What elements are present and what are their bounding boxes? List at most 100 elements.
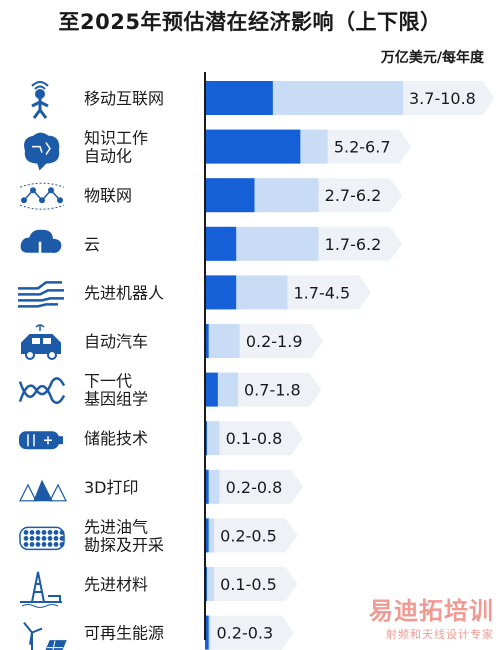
- pipe-icon-part: [23, 542, 29, 547]
- 3d-shapes-icon-part: [33, 479, 53, 502]
- bar-high: [205, 421, 220, 456]
- pipe-icon-part: [53, 530, 59, 535]
- bar-low: [205, 372, 218, 407]
- car-icon-part: [32, 338, 40, 344]
- pipe-icon-part: [59, 542, 65, 547]
- value-label: 0.1-0.5: [220, 575, 277, 594]
- value-label: 3.7-10.8: [409, 89, 476, 108]
- value-label: 1.7-6.2: [325, 235, 382, 254]
- brain-icon-part: [32, 142, 51, 156]
- pipe-icon-part: [47, 542, 53, 547]
- bar-low: [205, 275, 237, 310]
- mobile-person-icon-part: [31, 81, 49, 90]
- category-label: 可再生能源: [84, 624, 164, 643]
- value-label-bg: [210, 615, 294, 650]
- unit-label: 万亿美元/每年度: [380, 50, 484, 66]
- cloud-icon-part: [33, 241, 47, 262]
- bar-low: [205, 81, 273, 115]
- car-icon-part: [43, 338, 51, 344]
- category-label: 下一代基因组学: [84, 372, 148, 409]
- pipe-icon-part: [41, 536, 47, 541]
- category-label: 移动互联网: [84, 89, 164, 108]
- cloud-icon-part: [20, 229, 62, 253]
- value-label-bg: [318, 226, 403, 261]
- pipe-icon-part: [53, 542, 59, 547]
- pipe-icon-part: [35, 542, 41, 547]
- value-label: 0.1-0.8: [226, 429, 283, 448]
- value-label-bg: [214, 518, 298, 553]
- category-label: 3D打印: [84, 478, 139, 497]
- value-label: 0.2-0.5: [220, 526, 277, 545]
- category-label: 先进油气勘探及开采: [84, 517, 164, 554]
- category-label-line: 下一代: [84, 372, 132, 391]
- category-label: 先进材料: [84, 575, 148, 594]
- value-label-bg: [219, 469, 304, 504]
- robot-hand-icon: [18, 281, 64, 308]
- category-label-line: 自动化: [84, 147, 132, 166]
- category-label-line: 移动互联网: [84, 89, 164, 108]
- value-label: 0.2-0.8: [226, 478, 283, 497]
- brain-icon: [24, 132, 60, 171]
- value-label-bg: [327, 129, 412, 164]
- value-label-bg: [403, 81, 495, 115]
- category-label-line: 先进机器人: [84, 283, 164, 302]
- value-label-bg: [219, 421, 304, 456]
- wind-solar-icon-part: [23, 621, 43, 650]
- value-label-bg: [318, 178, 403, 213]
- category-label-line: 先进材料: [84, 575, 148, 594]
- watermark-main: 易迪拓培训: [369, 597, 494, 625]
- category-label-line: 知识工作: [84, 129, 148, 148]
- pipe-icon: [19, 526, 65, 551]
- battery-icon-part: [27, 434, 35, 447]
- bar-low: [205, 178, 255, 213]
- pipe-icon-part: [23, 536, 29, 541]
- wind-solar-icon: [23, 621, 67, 650]
- battery-icon: [19, 431, 63, 450]
- bar-low: [205, 324, 209, 358]
- iot-network-icon-part: [19, 182, 65, 210]
- mobile-person-icon-part: [31, 98, 49, 119]
- 3d-shapes-icon-part: [19, 483, 37, 502]
- bar-high: [205, 567, 215, 601]
- value-label: 0.2-1.9: [246, 332, 303, 351]
- bar-high: [205, 324, 240, 358]
- category-label-line: 先进油气: [84, 517, 148, 536]
- category-label-line: 自动汽车: [84, 332, 148, 351]
- bar-low: [205, 615, 209, 650]
- car-icon: [21, 324, 61, 360]
- robot-hand-icon-part: [18, 281, 64, 308]
- car-icon-part: [35, 324, 45, 331]
- value-label-bg: [214, 567, 298, 601]
- pipe-icon-part: [29, 530, 35, 535]
- value-label: 0.2-0.3: [217, 624, 274, 643]
- watermark-sub: 射频和天线设计专家: [386, 628, 494, 641]
- bar-high: [205, 518, 215, 553]
- category-label-line: 勘探及开采: [84, 535, 164, 554]
- value-label: 5.2-6.7: [334, 138, 391, 157]
- car-icon-part: [25, 350, 35, 360]
- category-label-line: 物联网: [84, 186, 132, 205]
- cloud-icon: [20, 229, 62, 262]
- dna-icon-part: [18, 377, 66, 402]
- category-label: 物联网: [84, 186, 132, 205]
- category-label-line: 基因组学: [84, 390, 148, 409]
- 3d-shapes-icon-part: [49, 483, 67, 502]
- car-icon-part: [47, 350, 57, 360]
- iot-network-icon-part: [23, 189, 61, 202]
- battery-icon-part: [44, 436, 52, 445]
- battery-icon-part: [58, 436, 63, 445]
- category-label: 云: [84, 235, 100, 254]
- category-label-line: 3D打印: [84, 478, 139, 497]
- car-icon-part: [21, 334, 61, 354]
- category-label: 自动汽车: [84, 332, 148, 351]
- value-label: 2.7-6.2: [325, 186, 382, 205]
- mobile-person-icon-part: [35, 89, 45, 99]
- value-label: 0.7-1.8: [244, 381, 301, 400]
- bar-low: [205, 469, 209, 504]
- category-label: 先进机器人: [84, 283, 164, 302]
- oil-rig-icon: [20, 571, 62, 608]
- chart-title: 至2025年预估潜在经济影响（上下限）: [58, 10, 442, 34]
- pipe-icon-part: [47, 536, 53, 541]
- iot-network-icon: [19, 182, 65, 210]
